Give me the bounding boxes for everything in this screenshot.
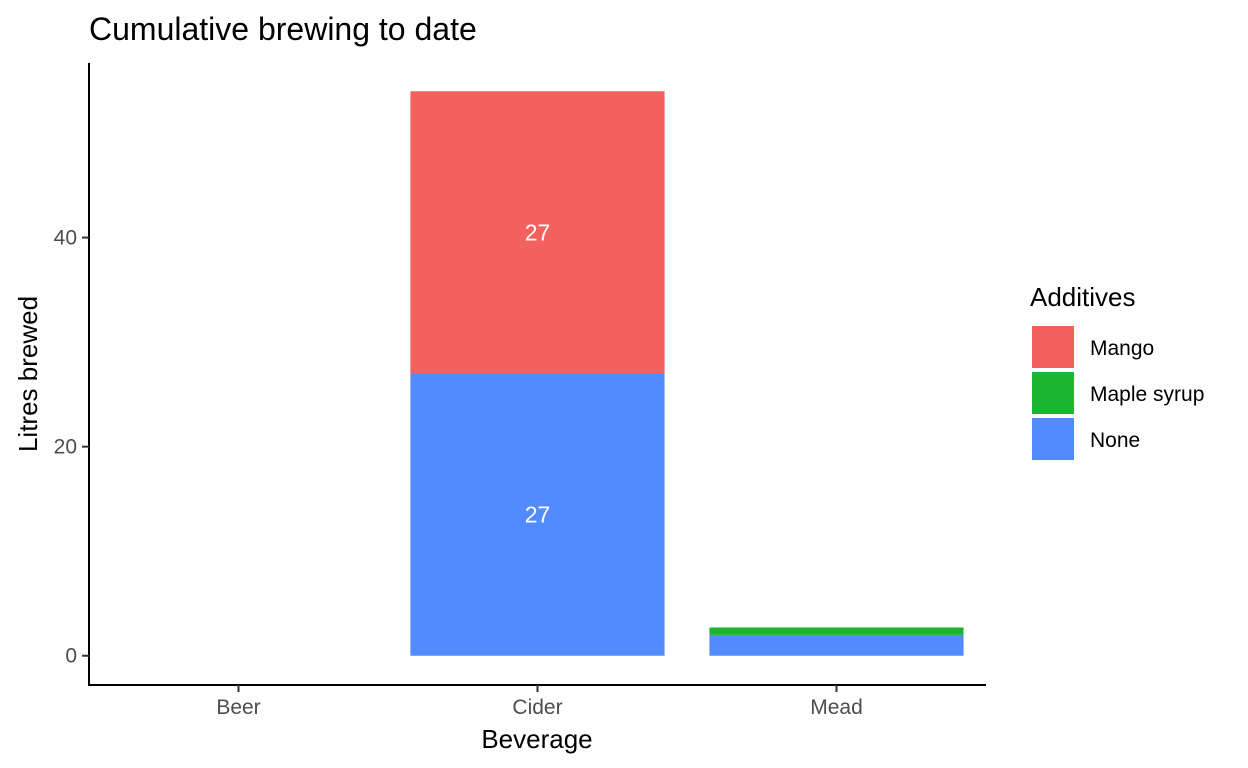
x-axis-ticks: Beer Cider Mead <box>216 685 863 719</box>
chart-title: Cumulative brewing to date <box>89 11 477 47</box>
legend-label-maple-syrup: Maple syrup <box>1090 383 1204 406</box>
plot-area: 27 27 <box>410 91 964 656</box>
bar-mead-none <box>709 634 964 656</box>
data-label-cider-none: 27 <box>525 502 551 528</box>
bar-mead-maple-syrup <box>709 627 964 635</box>
legend-swatch-mango <box>1032 326 1074 368</box>
bar-cider-mango <box>410 91 665 374</box>
legend-title: Additives <box>1030 282 1136 312</box>
legend: Additives Mango Maple syrup None <box>1030 282 1204 460</box>
y-axis-ticks: 0 20 40 <box>54 227 89 668</box>
y-tick-label: 0 <box>65 645 77 668</box>
y-axis-title: Litres brewed <box>13 296 43 452</box>
x-tick-label-mead: Mead <box>810 696 863 719</box>
legend-label-mango: Mango <box>1090 337 1154 360</box>
y-tick-label: 40 <box>54 227 77 250</box>
bar-cider-none <box>410 373 665 656</box>
y-tick-label: 20 <box>54 436 77 459</box>
legend-label-none: None <box>1090 429 1140 452</box>
x-tick-label-beer: Beer <box>216 696 260 719</box>
legend-swatch-none <box>1032 418 1074 460</box>
x-tick-label-cider: Cider <box>512 696 562 719</box>
data-label-cider-mango: 27 <box>525 219 551 245</box>
legend-swatch-maple-syrup <box>1032 372 1074 414</box>
x-axis-title: Beverage <box>481 724 592 754</box>
